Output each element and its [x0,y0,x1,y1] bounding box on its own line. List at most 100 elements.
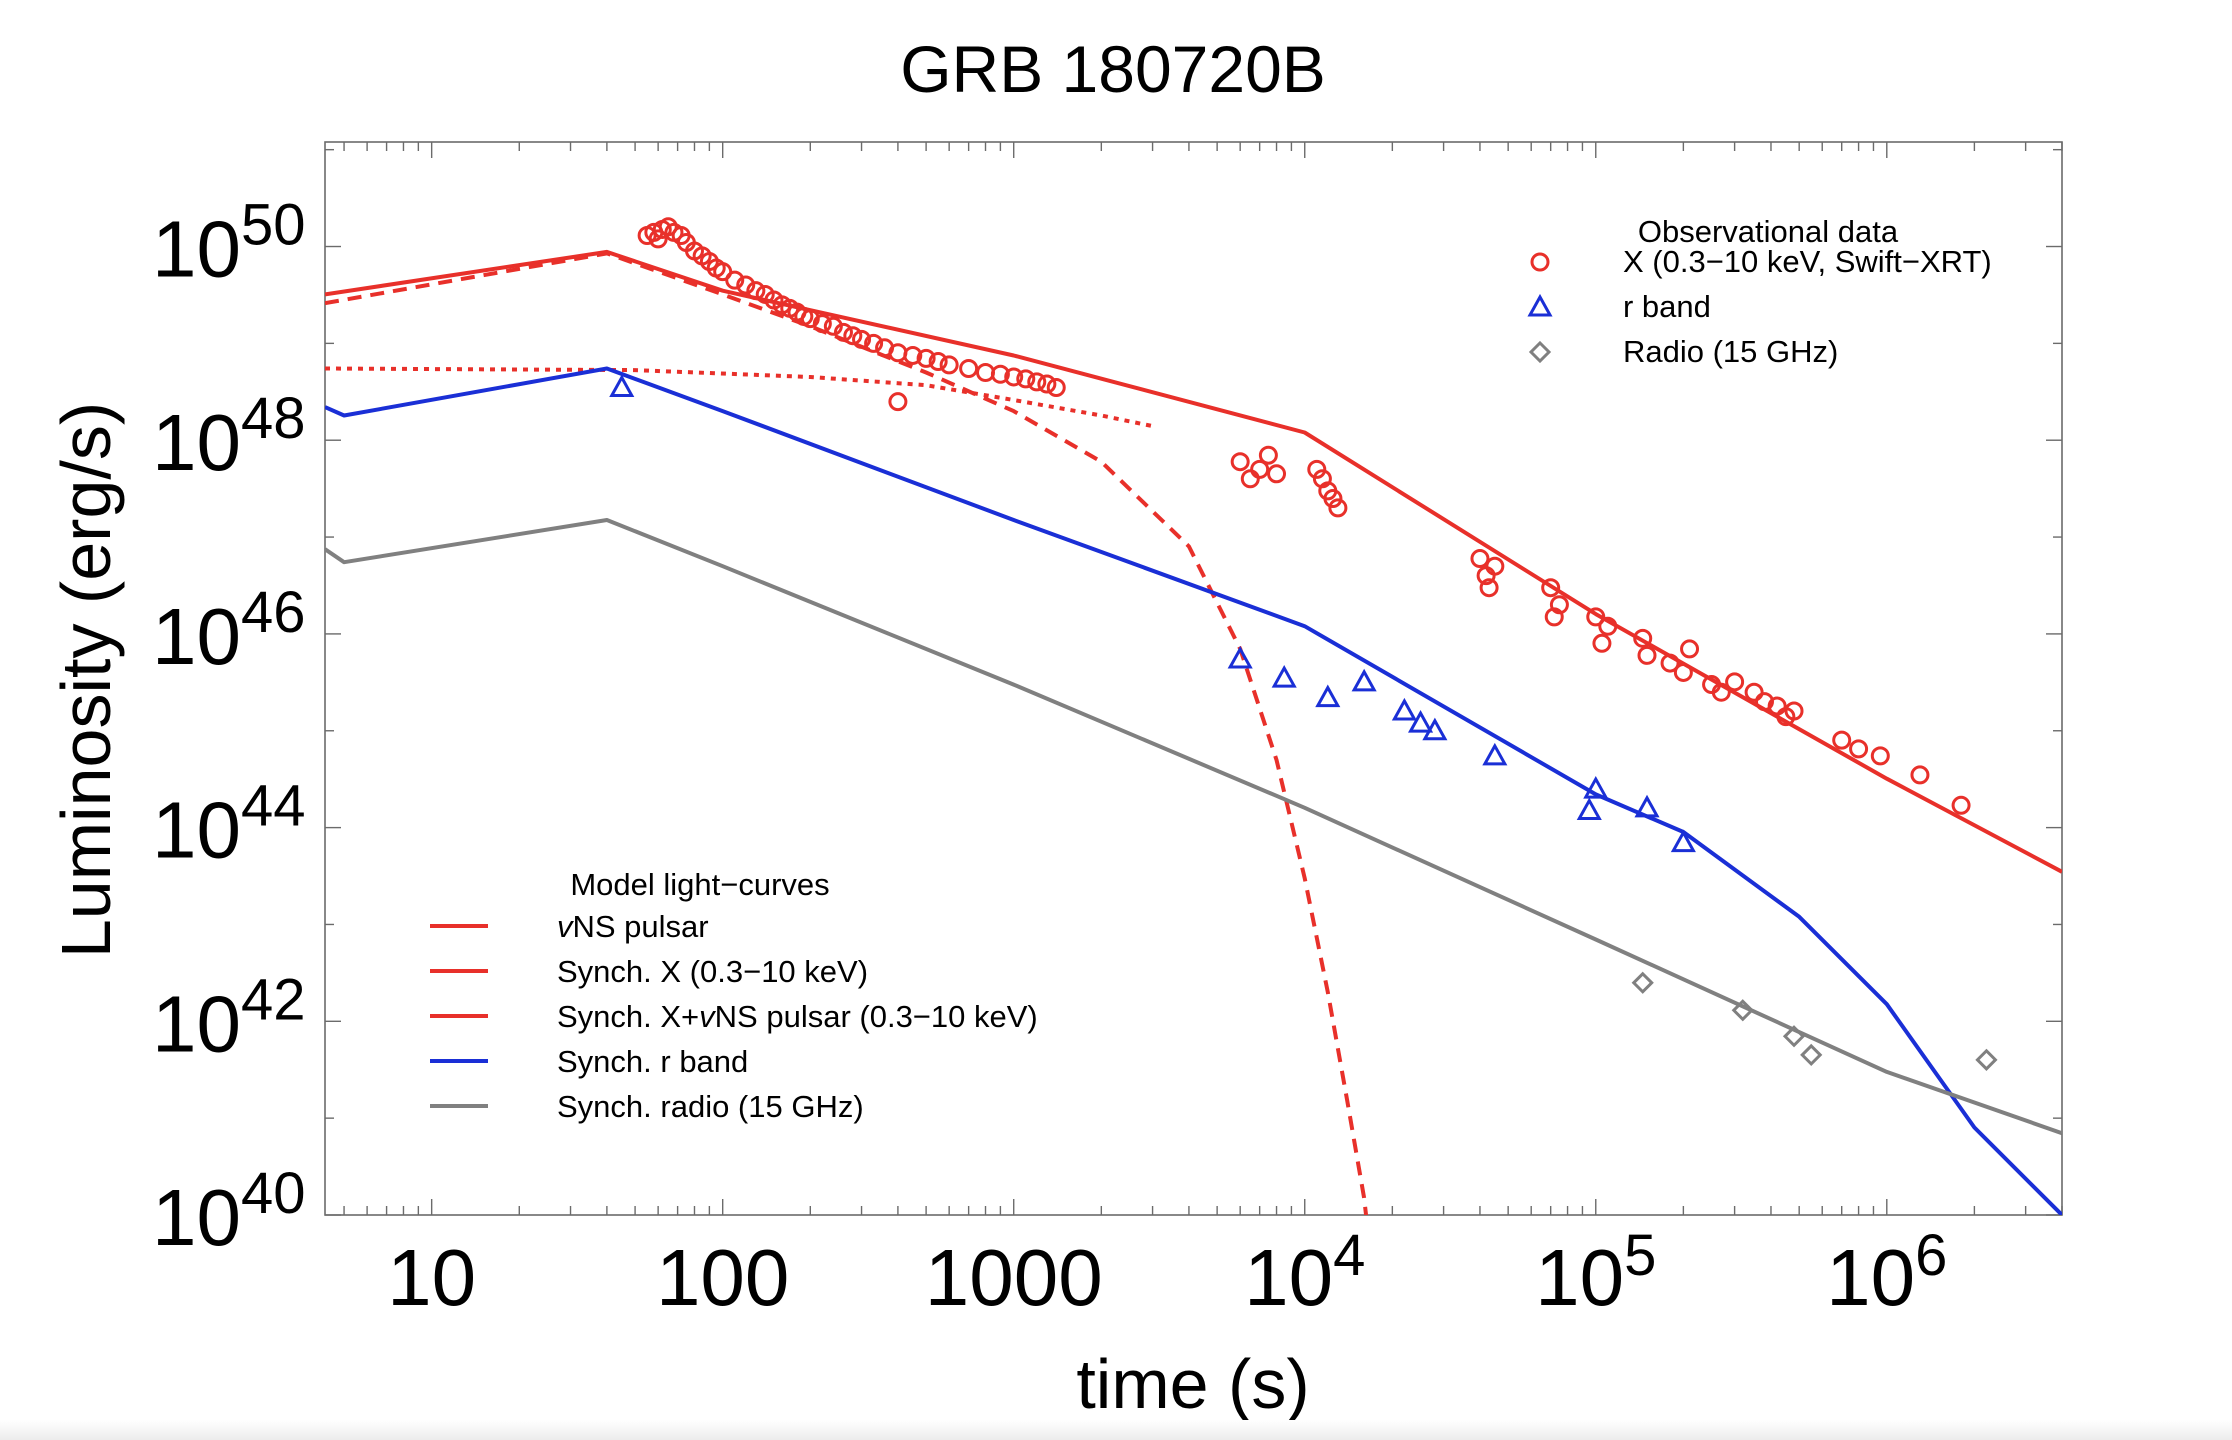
data-point-triangle [1408,710,1434,733]
data-point-circle [1680,639,1700,659]
data-point-circle [1660,653,1680,673]
data-point-circle [1633,628,1653,648]
data-point-circle [852,329,872,349]
data-point-circle [1323,489,1343,509]
data-point-circle [1307,459,1327,479]
data-point-circle [725,270,745,290]
data-point-triangle [1422,717,1448,741]
data-point-circle [1754,692,1774,712]
data-point-circle [1637,645,1657,665]
data-point-circle [864,333,884,353]
legend-model-label: Synch. X (0.3−10 keV) [557,954,868,989]
data-point-diamond [1782,1025,1806,1048]
model-curve [325,518,2062,1136]
chart-title: GRB 180720B [900,32,1326,106]
data-point-circle [1230,452,1250,472]
data-point-circle [1711,682,1731,702]
data-point-triangle [1670,829,1696,853]
data-point-circle [1725,672,1745,692]
y-tick-label: 1044 [152,774,306,875]
data-point-circle [812,314,832,334]
y-axis-ticks: 1040 1042 1044 1046 1048 1050 [152,148,2062,1262]
data-point-circle [1037,374,1057,394]
data-point-circle [916,348,936,368]
model-curves [325,249,2062,1215]
data-point-diamond [1800,1043,1823,1067]
legend-data-label: X (0.3−10 keV, Swift−XRT) [1623,244,1992,279]
x-tick-label: 104 [1244,1223,1365,1322]
data-point-circle [928,351,948,371]
data-point-circle [1027,372,1047,392]
model-curve [325,366,1154,429]
legend-data-label: Radio (15 GHz) [1623,334,1838,369]
data-point-circle [1910,765,1930,785]
x-tick-label: 1000 [925,1233,1103,1322]
data-point-circle [1784,701,1804,721]
data-point-circle [1549,595,1569,615]
data-point-circle [1673,662,1693,682]
data-point-circle [1267,464,1287,484]
window-bottom-edge [0,1420,2232,1440]
data-point-circle [1016,369,1036,389]
data-point-circle [1312,469,1332,489]
data-point-diamond [1631,971,1654,994]
data-point-triangle [1583,775,1609,799]
legend-observational-data: Observational data X (0.3−10 keV, Swift−… [1527,214,1992,369]
data-point-triangle [1351,668,1377,692]
data-point-circle [1485,556,1505,576]
data-point-triangle [1576,797,1602,821]
data-point-triangle [609,374,635,398]
legend-data-label: r band [1623,289,1711,324]
legend-model-label: Synch. r band [557,1044,748,1079]
data-point-circle [833,322,853,342]
data-point-circle [888,392,908,412]
data-point-diamond [1975,1048,1998,1071]
data-point-circle [823,316,843,336]
y-tick-label: 1042 [152,967,306,1068]
plot-frame [324,141,2063,1216]
data-markers [609,217,1998,1071]
data-point-circle [1470,549,1490,569]
y-tick-label: 1040 [152,1161,306,1262]
legend-model-curves: Model light−curves vNS pulsar Synch. X (0… [430,867,1038,1124]
data-point-circle [1004,367,1024,387]
x-tick-label: 100 [656,1233,789,1322]
data-point-triangle [1634,794,1660,818]
data-point-circle [648,229,668,249]
legend-marker-circle [1530,252,1550,272]
x-tick-label: 106 [1826,1223,1947,1322]
data-point-circle [1849,739,1869,759]
data-point-circle [1479,578,1499,598]
data-point-circle [1541,578,1561,598]
data-point-circle [1951,795,1971,815]
data-point-circle [736,275,756,295]
y-tick-label: 1050 [152,193,306,294]
y-tick-label: 1048 [152,386,306,487]
data-point-circle [1046,378,1066,398]
data-point-circle [1744,682,1764,702]
data-point-circle [1870,746,1890,766]
data-point-circle [1598,616,1618,636]
legend-marker-diamond [1528,340,1552,364]
data-point-circle [1258,445,1278,465]
data-point-circle [1250,459,1270,479]
legend-model-label: Synch. X+vNS pulsar (0.3−10 keV) [557,999,1038,1034]
data-point-circle [903,345,923,365]
data-point-circle [1328,498,1348,518]
data-point-circle [1240,469,1260,489]
data-point-circle [939,355,959,375]
data-point-circle [990,364,1010,384]
data-point-circle [1592,633,1612,653]
y-tick-label: 1046 [152,580,306,681]
legend-models-title: Model light−curves [570,867,829,902]
x-axis-ticks: 10 100 1000 104 105 106 [343,142,2063,1322]
y-axis-label: Luminosity (erg/s) [47,402,125,958]
data-point-diamond [1731,999,1754,1022]
model-curve [325,366,2062,1215]
legend-model-label: vNS pulsar [557,909,709,944]
data-point-circle [658,217,678,237]
x-tick-label: 10 [387,1233,476,1322]
legend-data-title: Observational data [1638,214,1899,249]
data-point-triangle [1391,697,1417,721]
